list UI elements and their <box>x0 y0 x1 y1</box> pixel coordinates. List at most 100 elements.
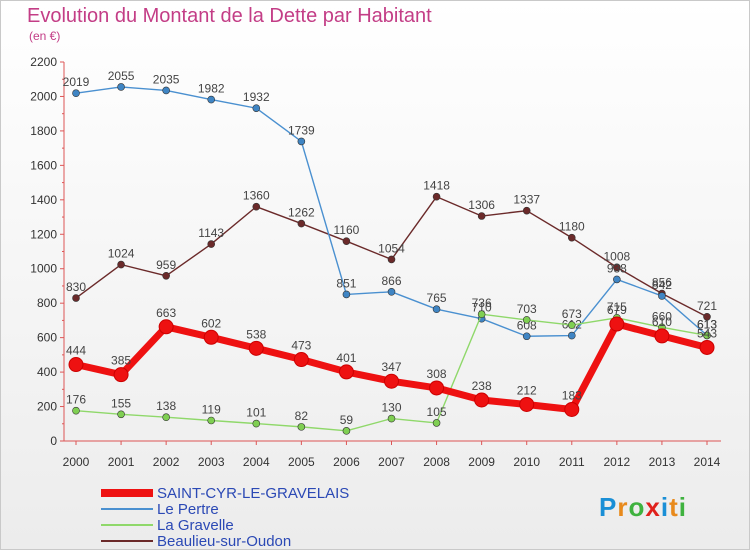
data-label: 679 <box>607 303 627 317</box>
y-tick-label: 1000 <box>30 262 57 276</box>
y-tick-label: 200 <box>37 400 57 414</box>
data-label: 2019 <box>63 75 90 89</box>
data-label: 1262 <box>288 206 315 220</box>
data-point <box>297 137 306 146</box>
data-point <box>342 290 351 299</box>
data-label: 1306 <box>468 198 495 212</box>
data-point <box>613 263 621 272</box>
data-label: 1160 <box>334 223 360 237</box>
data-label: 212 <box>517 383 537 397</box>
data-label: 1932 <box>243 90 270 104</box>
x-tick-label: 2010 <box>513 455 540 469</box>
data-point <box>384 373 399 389</box>
data-point <box>658 292 666 300</box>
data-label: 736 <box>472 296 492 310</box>
data-point <box>477 212 486 220</box>
legend-swatch <box>101 540 153 542</box>
legend-label: SAINT-CYR-LE-GRAVELAIS <box>157 484 350 502</box>
data-point <box>387 255 396 264</box>
x-tick-label: 2008 <box>423 455 450 469</box>
data-label: 1337 <box>513 193 540 207</box>
data-point <box>293 352 309 368</box>
data-label: 938 <box>607 261 627 275</box>
legend: SAINT-CYR-LE-GRAVELAIS Le Pertre La Gravel… <box>101 484 350 550</box>
x-tick-label: 2012 <box>604 455 631 469</box>
data-point <box>113 367 129 383</box>
chart-subtitle: (en €) <box>29 29 61 43</box>
data-label: 347 <box>381 360 401 374</box>
data-label: 1180 <box>559 220 585 234</box>
data-label: 959 <box>156 258 176 272</box>
data-label: 155 <box>111 396 131 410</box>
data-label: 444 <box>66 344 86 358</box>
x-tick-label: 2002 <box>153 455 180 469</box>
data-point <box>338 364 354 380</box>
data-label: 856 <box>652 276 672 290</box>
legend-label: Le Pertre <box>157 500 219 518</box>
data-point <box>162 271 170 280</box>
data-point <box>613 275 621 284</box>
data-point <box>564 401 580 417</box>
data-point <box>207 95 216 104</box>
x-tick-label: 2000 <box>63 455 90 469</box>
data-point <box>474 392 490 408</box>
y-tick-label: 1800 <box>30 124 57 138</box>
x-tick-label: 2014 <box>694 455 721 469</box>
data-label: 176 <box>66 393 86 407</box>
data-point <box>117 83 125 91</box>
y-tick-label: 1600 <box>30 158 57 172</box>
y-tick-label: 2000 <box>30 89 57 103</box>
data-label: 1739 <box>288 123 315 137</box>
data-point <box>387 288 396 296</box>
data-label: 613 <box>697 317 717 331</box>
chart-title: Evolution du Montant de la Dette par Hab… <box>27 5 432 27</box>
data-point <box>207 416 216 425</box>
data-point <box>117 410 125 419</box>
y-tick-label: 1200 <box>30 227 57 241</box>
data-point <box>387 414 396 423</box>
data-label: 401 <box>336 351 356 365</box>
data-label: 2055 <box>108 69 135 83</box>
data-point <box>207 240 216 248</box>
data-point <box>522 206 531 215</box>
legend-swatch <box>101 489 153 497</box>
data-label: 602 <box>201 316 221 330</box>
data-point <box>703 312 711 321</box>
x-tick-label: 2004 <box>243 455 270 469</box>
data-point <box>252 202 261 211</box>
x-tick-label: 2003 <box>198 455 225 469</box>
data-point <box>567 321 576 329</box>
data-label: 1143 <box>198 226 224 240</box>
data-label: 830 <box>66 280 86 294</box>
data-point <box>522 332 531 341</box>
y-tick-label: 2200 <box>30 55 57 69</box>
y-tick-label: 800 <box>37 296 57 310</box>
data-label: 138 <box>156 399 176 413</box>
data-point <box>252 104 261 112</box>
data-label: 765 <box>427 291 447 305</box>
data-label: 660 <box>652 309 672 323</box>
data-label: 119 <box>202 402 221 416</box>
data-point <box>248 340 264 356</box>
data-point <box>68 357 84 373</box>
data-label: 538 <box>246 327 266 341</box>
data-point <box>72 89 80 97</box>
data-label: 610 <box>652 315 672 329</box>
data-point <box>72 294 80 302</box>
legend-item: SAINT-CYR-LE-GRAVELAIS <box>101 484 350 502</box>
legend-label: La Gravelle <box>157 516 234 534</box>
legend-item: Le Pertre <box>101 500 349 518</box>
data-point <box>699 339 715 355</box>
data-point <box>342 427 351 435</box>
data-point <box>519 396 535 412</box>
data-point <box>297 219 306 228</box>
data-label: 308 <box>427 367 447 381</box>
data-point <box>72 406 80 415</box>
data-label: 1054 <box>378 241 405 255</box>
y-tick-label: 0 <box>50 434 57 448</box>
data-point <box>158 319 174 335</box>
x-tick-label: 2007 <box>378 455 405 469</box>
x-tick-label: 2011 <box>559 455 585 469</box>
